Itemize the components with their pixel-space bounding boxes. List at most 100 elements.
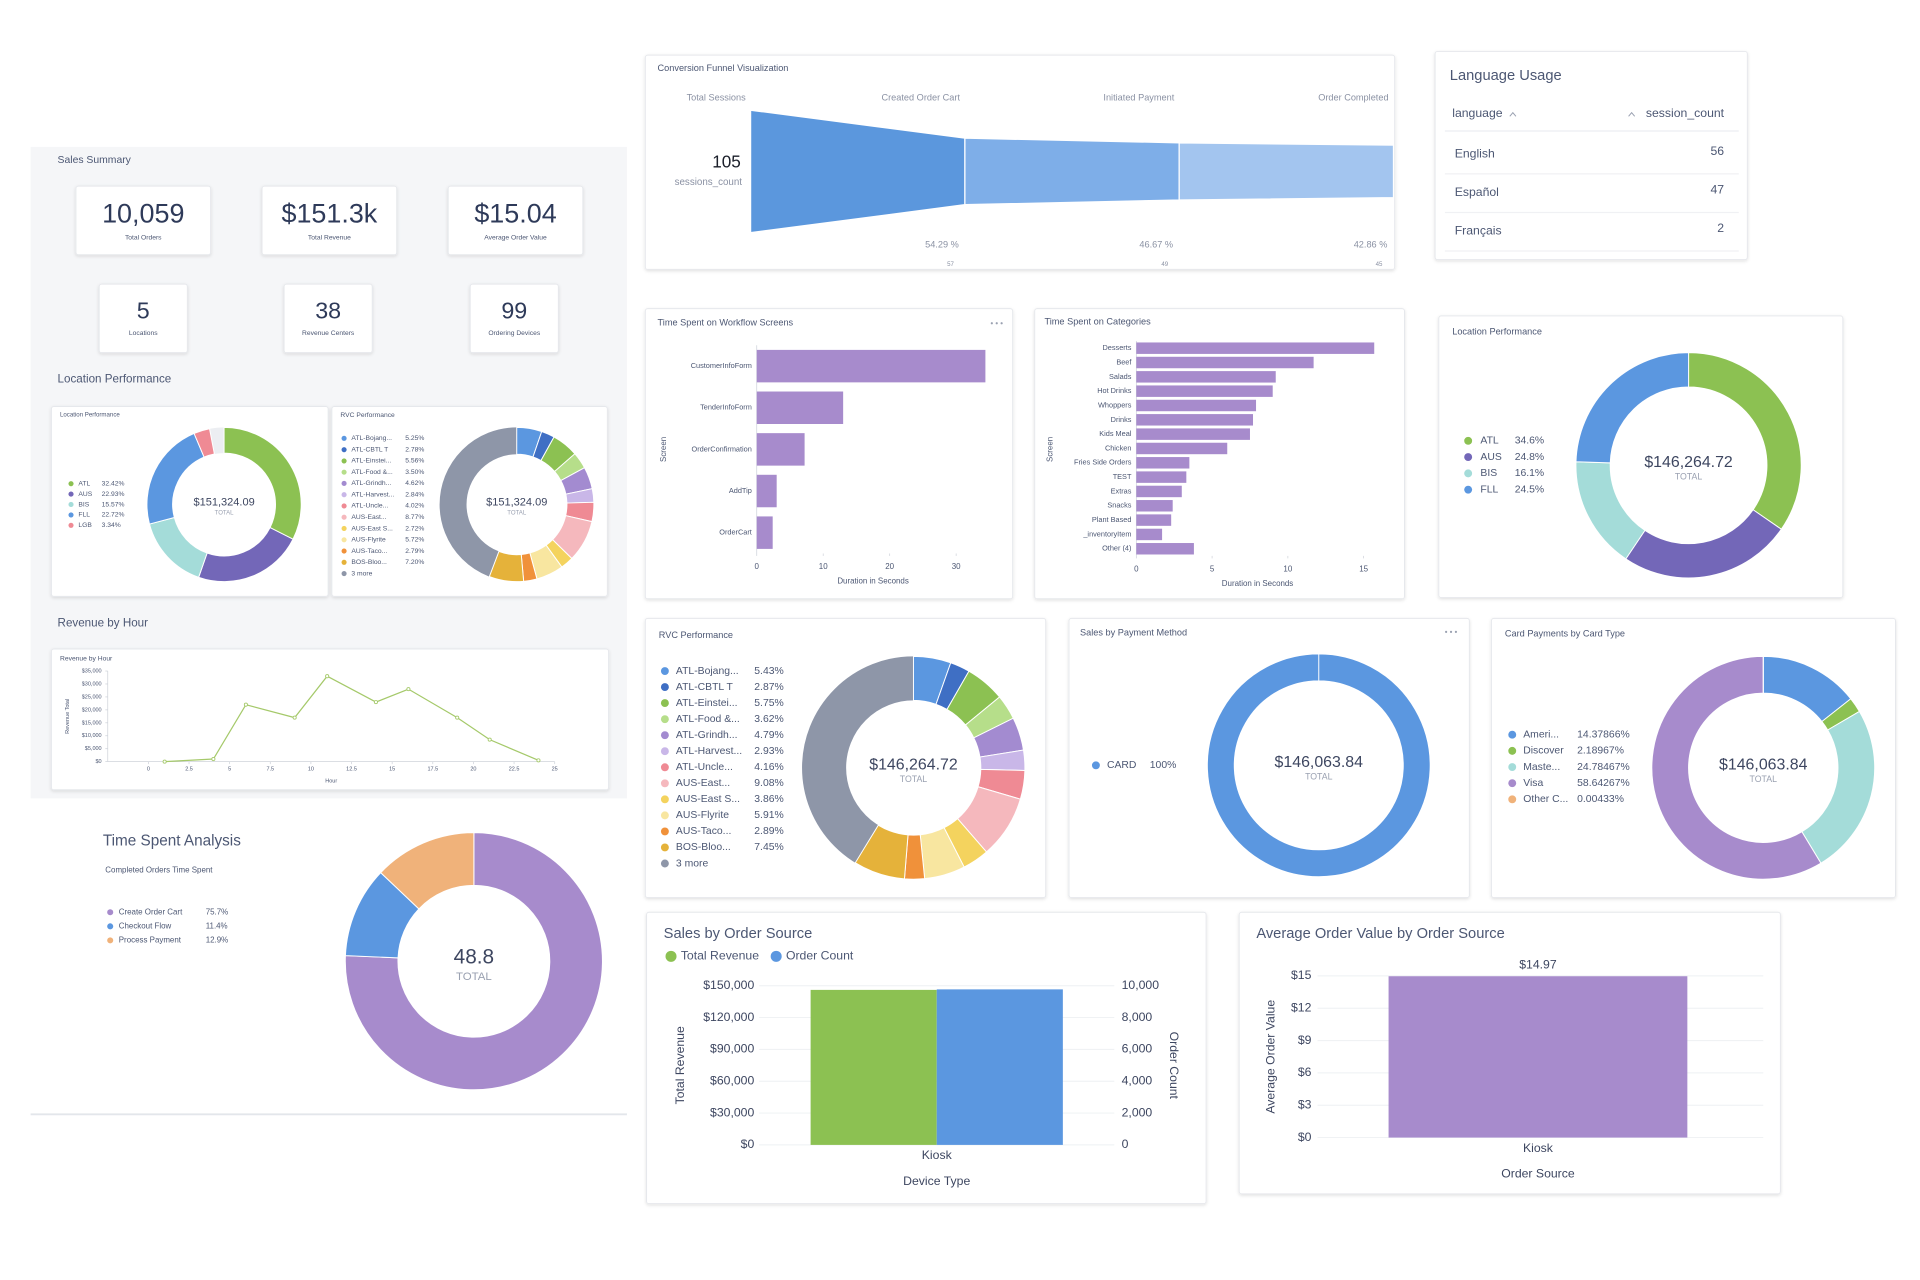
legend-value: 75.7% [206, 907, 229, 916]
stage-label: Order Completed [1318, 92, 1388, 102]
legend-value: 12.9% [206, 936, 229, 945]
bar [756, 474, 777, 508]
legend-swatch [1464, 436, 1473, 445]
chart-title: Sales by Order Source [664, 926, 813, 942]
legend-value: 5.43% [754, 666, 783, 677]
legend-swatch [341, 480, 347, 486]
legend-value: 2.87% [754, 682, 783, 693]
card [75, 185, 212, 256]
bar [936, 989, 1063, 1145]
legend-label: ATL-Food &... [351, 469, 392, 476]
line-point [292, 715, 297, 720]
legend-swatch [68, 481, 74, 487]
kpi-value: $15.04 [474, 199, 556, 229]
line-point [243, 702, 248, 707]
kpi-value: $151.3k [281, 199, 377, 229]
funnel-measure: sessions_count [675, 177, 743, 188]
bar [1136, 528, 1163, 541]
legend-value: 3.50% [405, 469, 424, 476]
legend-label: ATL-Harvest... [351, 491, 394, 498]
sort-icon [1628, 111, 1636, 117]
menu-icon [995, 322, 998, 325]
y-tick-label: Drinks [1111, 415, 1132, 424]
bar [1136, 457, 1190, 469]
chart-title: Time Spent Analysis [103, 832, 241, 849]
legend-swatch [341, 514, 347, 520]
legend-value: 7.20% [405, 559, 424, 566]
y-axis-title: Screen [659, 437, 668, 462]
legend-label: ATL-Einstei... [351, 458, 391, 465]
legend-value: 3.86% [754, 794, 783, 805]
bar [756, 516, 773, 549]
legend-label: Maste... [1523, 762, 1560, 773]
y2-tick-label: 4,000 [1122, 1073, 1153, 1087]
legend-value: 3.62% [754, 714, 783, 725]
y-tick-label: TenderInfoForm [700, 403, 752, 412]
bar [756, 433, 805, 466]
line-point [211, 757, 216, 762]
legend-swatch [660, 827, 669, 836]
legend-swatch [1464, 453, 1473, 462]
legend-label: AUS-Taco... [351, 548, 387, 555]
kpi-value: 99 [501, 297, 527, 323]
legend-swatch [660, 763, 669, 772]
legend-swatch [660, 715, 669, 724]
legend-label: ATL-Food &... [676, 714, 740, 725]
conversion-label: 54.29 % [925, 239, 959, 249]
legend-value: 5.91% [754, 810, 783, 821]
legend-value: 24.5% [1515, 484, 1544, 495]
y2-tick-label: 0 [1122, 1137, 1129, 1151]
legend-label: ATL-Bojang... [351, 435, 392, 442]
x-tick-label: 25 [552, 766, 558, 772]
section-title: Revenue by Hour [58, 616, 149, 629]
bar [1136, 471, 1187, 483]
legend-value: 4.62% [405, 480, 424, 487]
chart-title: Location Performance [1452, 326, 1542, 336]
legend-value: 24.8% [1515, 452, 1544, 463]
legend-swatch [660, 747, 669, 756]
line-point [406, 687, 411, 692]
bar [1136, 500, 1173, 512]
legend-swatch [341, 492, 347, 498]
legend-label: ATL-Einstei... [676, 698, 738, 709]
legend-value: 14.37866% [1577, 729, 1630, 740]
legend-label: BOS-Bloo... [351, 559, 387, 566]
stage-label: Created Order Cart [882, 92, 961, 102]
table-cell: English [1455, 147, 1495, 161]
legend-value: 2.84% [405, 491, 424, 498]
kpi-caption: Locations [129, 330, 158, 337]
legend-value: 5.25% [405, 435, 424, 442]
card [1490, 617, 1897, 899]
legend-label: AUS-Flyrite [351, 537, 386, 544]
bar [810, 989, 937, 1145]
donut-segment [380, 832, 475, 910]
y-tick-label: OrderConfirmation [692, 444, 752, 453]
y-tick-label: $60,000 [710, 1073, 754, 1087]
legend-label: AUS-Flyrite [676, 810, 729, 821]
line-point [162, 759, 167, 764]
bar [1136, 414, 1254, 426]
legend-swatch [341, 435, 347, 441]
legend-swatch [1464, 485, 1473, 494]
chart-title: RVC Performance [659, 630, 733, 640]
donut-segment [488, 550, 525, 583]
line-series [164, 675, 539, 763]
legend-label: FLL [78, 512, 90, 519]
legend-label: AUS-East... [676, 778, 730, 789]
donut-segment [344, 832, 603, 1091]
donut-caption: TOTAL [507, 510, 527, 516]
legend-swatch [660, 683, 669, 692]
y2-tick-label: 8,000 [1122, 1010, 1153, 1024]
y-tick-label: Desserts [1103, 343, 1132, 352]
legend-swatch [665, 950, 677, 962]
legend-label: ATL-Uncle... [676, 762, 733, 773]
menu-icon [1449, 630, 1453, 633]
legend-value: 4.16% [754, 762, 783, 773]
y-tick-label: $3 [1298, 1097, 1312, 1111]
kpi-caption: Average Order Value [484, 234, 547, 241]
section-title: Sales Summary [58, 155, 132, 166]
bar [756, 391, 844, 424]
legend-value: 32.42% [102, 480, 125, 487]
y-tick-label: Chicken [1105, 443, 1131, 452]
